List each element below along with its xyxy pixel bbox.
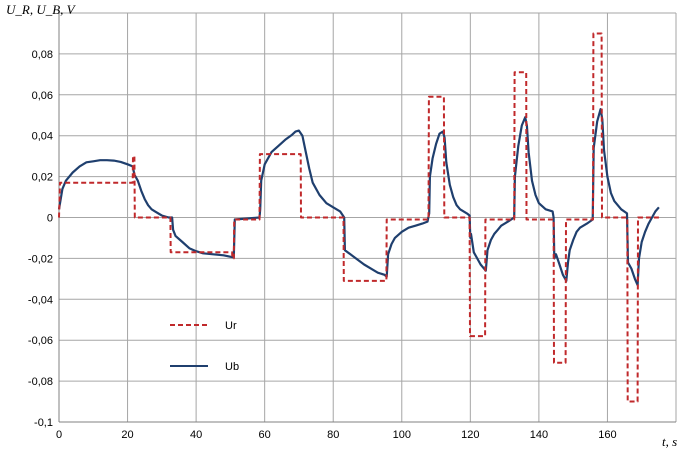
- legend-label-ub: Ub: [225, 361, 239, 373]
- y-tick-label: 0,02: [32, 172, 53, 184]
- x-tick-label: 140: [530, 429, 548, 441]
- y-tick-label: -0,04: [28, 294, 53, 306]
- x-tick-label: 0: [56, 429, 62, 441]
- series-ub: [57, 108, 660, 287]
- y-tick-label: -0,08: [28, 376, 53, 388]
- x-tick-label: 160: [598, 429, 616, 441]
- x-tick-label: 80: [327, 429, 339, 441]
- y-axis-title: U_R, U_B, V: [6, 2, 77, 17]
- y-tick-label: -0,06: [28, 335, 53, 347]
- y-tick-label: -0,02: [28, 253, 53, 265]
- x-tick-label: 60: [259, 429, 271, 441]
- x-axis-title: t, s: [662, 434, 677, 449]
- y-tick-label: 0,08: [32, 49, 53, 61]
- legend-label-ur: Ur: [225, 320, 237, 332]
- legend: Ur Ub: [170, 320, 239, 373]
- y-tick-label: 0: [47, 213, 53, 225]
- x-tick-labels: 0 20 40 60 80 100 120 140 160: [56, 429, 617, 441]
- y-tick-label: -0,1: [34, 417, 53, 429]
- x-tick-label: 40: [190, 429, 202, 441]
- series-lines: [57, 32, 660, 403]
- y-tick-labels: 0,08 0,06 0,04 0,02 0 -0,02 -0,04 -0,06 -0,08 -0,…: [28, 49, 53, 429]
- x-tick-label: 20: [121, 429, 133, 441]
- y-tick-label: 0,04: [32, 131, 53, 143]
- y-tick-label: 0,06: [32, 90, 53, 102]
- x-tick-label: 120: [461, 429, 479, 441]
- grid-lines: [58, 12, 677, 423]
- x-tick-label: 100: [393, 429, 411, 441]
